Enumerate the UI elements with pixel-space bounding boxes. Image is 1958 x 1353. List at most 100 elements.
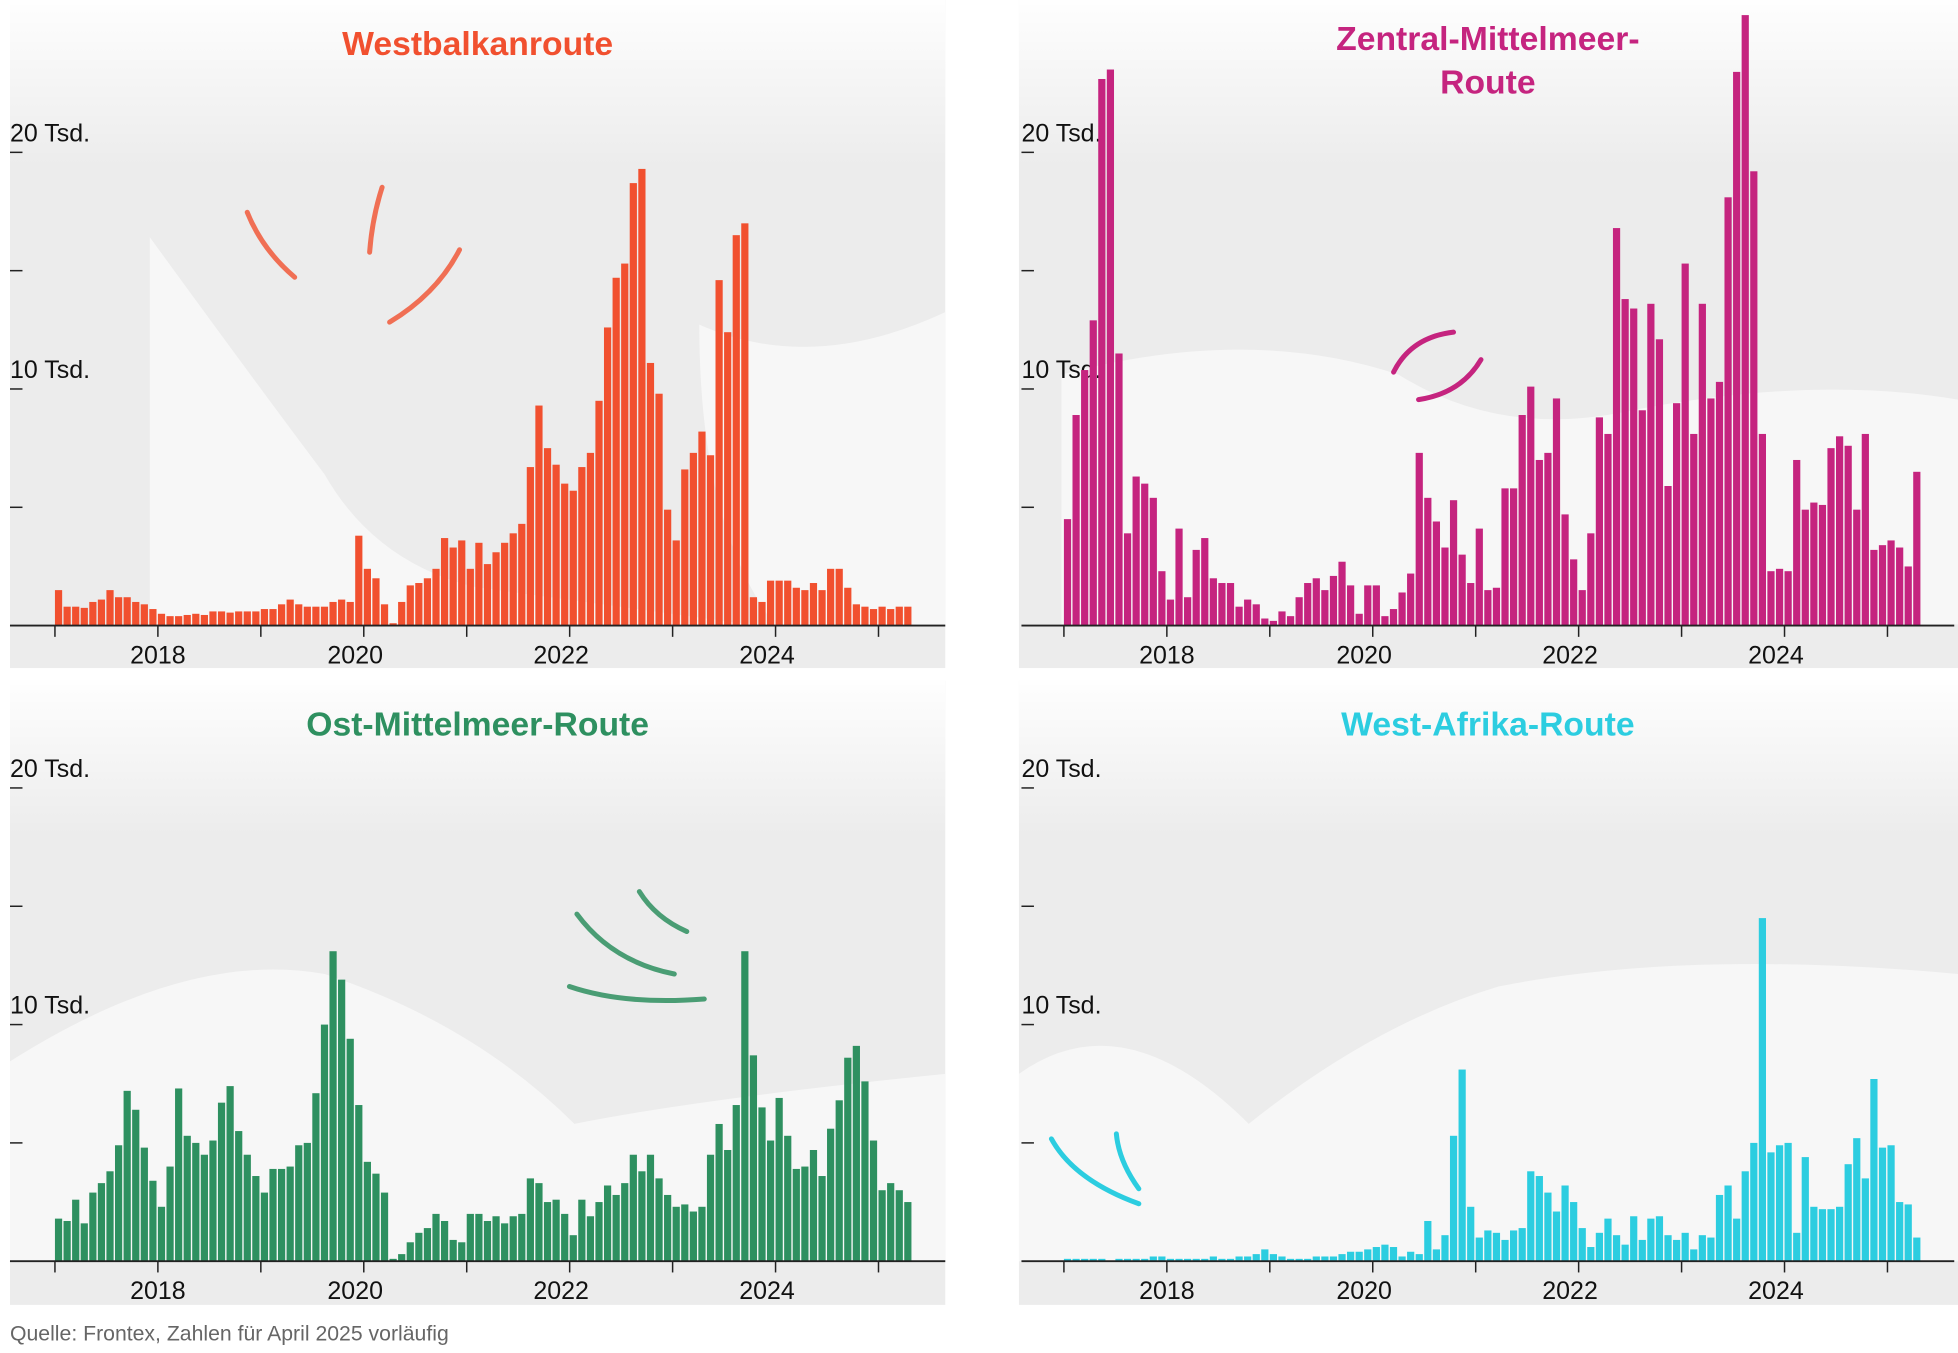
bar	[363, 1161, 371, 1262]
bar	[509, 1216, 517, 1262]
bar	[1201, 538, 1209, 626]
bar	[844, 587, 852, 626]
bar	[1561, 1185, 1569, 1262]
chart-title: Zentral-Mittelmeer-Route	[1336, 19, 1640, 102]
bar	[526, 467, 534, 626]
bar	[1853, 1138, 1861, 1262]
bar	[706, 1154, 715, 1262]
bar	[672, 1206, 680, 1262]
bar	[398, 1254, 406, 1262]
bar	[766, 580, 775, 626]
bar	[1870, 549, 1878, 626]
bar	[372, 1173, 380, 1262]
x-tick-label: 2022	[533, 641, 589, 669]
bar	[1166, 599, 1175, 626]
bar	[1141, 483, 1149, 626]
bar	[1295, 597, 1303, 626]
bar	[1638, 1239, 1646, 1262]
bar	[1235, 1256, 1243, 1262]
bar	[1681, 1232, 1689, 1262]
bar	[269, 609, 277, 626]
bar	[1587, 1247, 1595, 1262]
bar	[1432, 1249, 1441, 1262]
bar	[209, 1140, 217, 1262]
bar	[97, 599, 106, 626]
bar	[1810, 1206, 1818, 1262]
bar	[1132, 1258, 1140, 1262]
bar	[1381, 1244, 1389, 1262]
bar	[1904, 566, 1912, 626]
bar	[1364, 1249, 1372, 1262]
x-tick-label: 2018	[1139, 641, 1195, 669]
bar	[406, 1242, 414, 1262]
bar	[54, 1218, 63, 1262]
bar	[312, 1093, 320, 1262]
route-chart: West-Afrika-Route 10 Tsd. 20 Tsd. 2018 2020 2…	[1021, 706, 1955, 1305]
bar	[518, 523, 526, 626]
bar	[543, 1202, 552, 1262]
bar	[715, 1123, 723, 1262]
bar	[1801, 1157, 1809, 1262]
bar	[809, 583, 818, 626]
bar	[423, 1228, 432, 1262]
bar	[1630, 1216, 1638, 1262]
bar	[338, 599, 346, 626]
y-tick-label: 10 Tsd.	[1021, 356, 1101, 384]
bar	[758, 601, 766, 626]
bar	[1655, 1216, 1664, 1262]
bar	[1269, 1254, 1278, 1262]
bar	[492, 552, 500, 626]
bar	[1647, 303, 1655, 626]
bar	[646, 1154, 655, 1262]
bar	[1458, 554, 1466, 626]
x-tick-label: 2020	[327, 641, 383, 669]
bar	[226, 612, 234, 626]
bar	[157, 613, 166, 626]
bar	[1098, 1258, 1106, 1262]
bar	[1690, 1249, 1698, 1262]
bar	[1535, 459, 1543, 626]
bar	[852, 1045, 860, 1262]
bar	[1733, 71, 1741, 626]
title-box: Ost-Mittelmeer-Route	[306, 706, 649, 743]
bar	[1175, 528, 1183, 626]
bar	[1063, 1258, 1072, 1262]
bar	[1707, 1237, 1715, 1262]
bar	[1338, 561, 1346, 626]
bar	[320, 1024, 329, 1262]
bar	[1372, 1247, 1380, 1262]
bar	[535, 405, 543, 626]
bar	[217, 611, 226, 626]
bar	[54, 590, 63, 626]
bar	[1733, 1218, 1741, 1262]
bar	[1561, 514, 1569, 626]
bar	[149, 609, 157, 626]
bar	[1432, 521, 1441, 626]
bar	[612, 1194, 620, 1262]
bar	[132, 1109, 140, 1262]
bar	[603, 327, 612, 626]
bar	[123, 1090, 131, 1262]
bar	[1527, 1171, 1535, 1262]
bar	[1166, 1258, 1175, 1262]
bar	[1767, 571, 1775, 626]
bar	[638, 168, 646, 626]
bar	[1853, 509, 1861, 626]
bar	[449, 547, 457, 626]
bar	[1475, 1237, 1483, 1262]
bar	[492, 1216, 500, 1262]
bar	[312, 606, 320, 626]
bar	[1209, 1256, 1217, 1262]
bar	[1347, 1251, 1355, 1262]
bar	[1407, 573, 1415, 626]
bar	[1424, 1220, 1432, 1262]
bar	[861, 606, 869, 626]
bar	[569, 1235, 577, 1262]
bar	[664, 509, 672, 626]
bar	[1595, 417, 1604, 626]
bar	[1698, 1235, 1706, 1262]
plot-layer: Westbalkanroute 10 Tsd. 20 Tsd. 2018 2020 202…	[10, 15, 1955, 1305]
bar	[1552, 398, 1561, 626]
bar	[749, 1055, 758, 1262]
